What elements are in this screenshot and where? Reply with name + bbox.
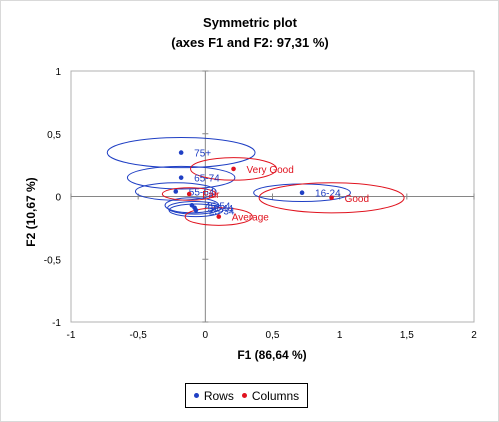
- point-label: Fair: [202, 190, 220, 201]
- point-label: 16-24: [315, 189, 341, 200]
- chart-title: Symmetric plot: [203, 15, 298, 30]
- legend-label-rows: Rows: [203, 388, 234, 403]
- data-point: [173, 189, 179, 194]
- y-tick-label: 0: [55, 193, 61, 204]
- x-tick-label: -1: [67, 330, 76, 341]
- legend-marker-rows: [193, 393, 199, 398]
- data-point: [178, 150, 184, 155]
- x-tick-label: 2: [471, 330, 477, 341]
- data-point: [329, 195, 334, 201]
- y-axis-label: F2 (10,67 %): [24, 177, 38, 246]
- data-point: [178, 175, 184, 180]
- confidence-ellipse: [184, 207, 253, 226]
- confidence-ellipse: [168, 203, 224, 218]
- x-tick-label: 1: [337, 330, 343, 341]
- legend-label-columns: Columns: [251, 388, 300, 403]
- legend-item-rows: Rows: [193, 388, 234, 403]
- point-label: Very Good: [247, 165, 294, 176]
- point-label: 75+: [194, 149, 211, 160]
- axes: -1 -0,5 0 0,5 1 1,5 2 1 0,5 0 -0,5 -1: [44, 67, 477, 341]
- chart-subtitle: (axes F1 and F2: 97,31 %): [171, 35, 329, 50]
- data-point: [193, 208, 199, 213]
- confidence-ellipse: [258, 182, 405, 214]
- y-tick-label: 1: [55, 67, 61, 78]
- data-point: [186, 191, 192, 197]
- point-label: Good: [345, 194, 369, 205]
- y-tick-label: -1: [52, 318, 61, 329]
- x-tick-label: -0,5: [130, 330, 148, 341]
- point-label: Average: [232, 213, 270, 224]
- point-label: 25-34: [209, 206, 235, 217]
- confidence-ellipse: [190, 157, 278, 181]
- data-point: [216, 214, 222, 219]
- confidence-ellipse: [126, 165, 236, 190]
- y-tick-label: -0,5: [44, 255, 62, 266]
- legend-item-columns: Columns: [241, 388, 300, 403]
- x-tick-label: 0,5: [266, 330, 280, 341]
- data-point: [231, 166, 236, 172]
- legend: Rows Columns: [185, 383, 308, 408]
- x-tick-label: 0: [203, 330, 209, 341]
- y-tick-label: 0,5: [47, 130, 61, 141]
- point-label: 65-74: [194, 174, 220, 185]
- confidence-ellipses: [106, 137, 405, 226]
- x-tick-label: 1,5: [400, 330, 414, 341]
- confidence-ellipse: [161, 187, 217, 201]
- point-label: 55-64: [189, 187, 215, 198]
- data-point: [299, 190, 305, 196]
- point-label: 35-44: [208, 204, 234, 215]
- x-axis-label: F1 (86,64 %): [237, 348, 306, 362]
- confidence-ellipse: [106, 137, 256, 169]
- legend-marker-columns: [241, 393, 247, 398]
- point-label: 45-54: [205, 201, 231, 212]
- confidence-ellipse: [134, 182, 217, 201]
